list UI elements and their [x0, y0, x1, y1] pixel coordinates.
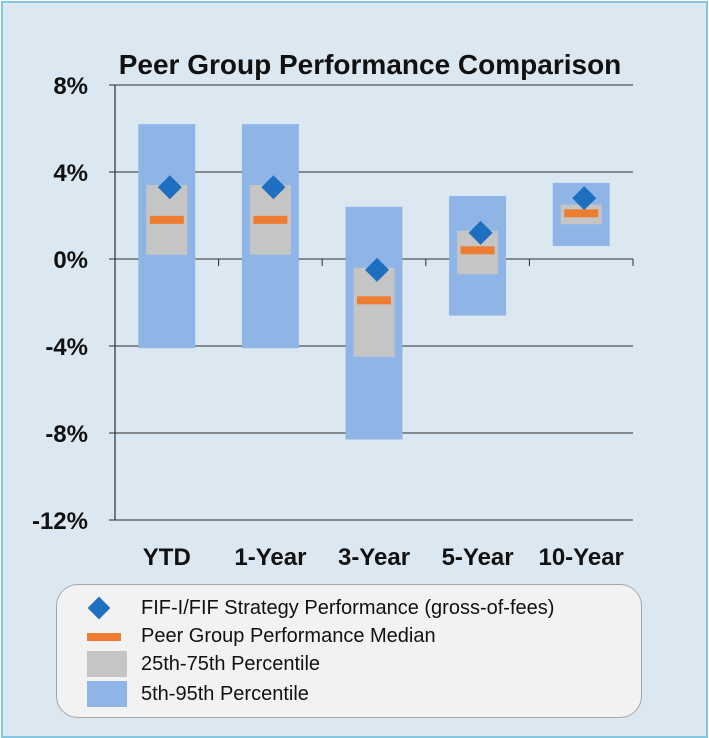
y-tick-label: 4% [53, 160, 88, 187]
dash-icon [87, 633, 121, 641]
legend-item-strategy: FIF-I/FIF Strategy Performance (gross-of… [57, 595, 641, 623]
legend-item-iqr: 25th-75th Percentile [57, 651, 641, 679]
diamond-icon [87, 596, 111, 620]
chart-title: Peer Group Performance Comparison [119, 49, 622, 80]
y-tick-label: 8% [53, 73, 88, 100]
legend-label: 25th-75th Percentile [141, 653, 321, 675]
median-marker-3-Year [357, 296, 391, 305]
legend-label: Peer Group Performance Median [141, 625, 436, 647]
median-marker-YTD [149, 215, 184, 224]
legend-label: FIF-I/FIF Strategy Performance (gross-of… [141, 597, 555, 619]
strategy-point-5-Year [468, 220, 493, 245]
bar-25th-75th-3-Year [353, 267, 395, 357]
median-marker-10-Year [564, 209, 599, 218]
strategy-point-YTD [157, 175, 182, 200]
gray-box-icon [87, 651, 127, 677]
legend-item-range: 5th-95th Percentile [57, 681, 641, 709]
x-category-label: 1-Year [234, 544, 306, 571]
median-marker-1-Year [253, 215, 288, 224]
y-tick-label: -12% [32, 508, 88, 535]
legend-label: 5th-95th Percentile [141, 683, 309, 705]
legend: FIF-I/FIF Strategy Performance (gross-of… [56, 584, 642, 718]
y-tick-label: 0% [53, 247, 88, 274]
strategy-point-1-Year [261, 175, 286, 200]
strategy-point-10-Year [572, 186, 597, 211]
x-category-label: 5-Year [442, 544, 514, 571]
y-tick-label: -8% [45, 421, 88, 448]
strategy-point-3-Year [365, 257, 389, 282]
blue-box-icon [87, 681, 127, 707]
x-category-label: 3-Year [338, 544, 410, 571]
x-category-label: YTD [143, 544, 191, 571]
median-marker-5-Year [460, 246, 495, 255]
y-tick-label: -4% [45, 334, 88, 361]
x-category-label: 10-Year [538, 544, 623, 571]
legend-item-median: Peer Group Performance Median [57, 623, 641, 651]
